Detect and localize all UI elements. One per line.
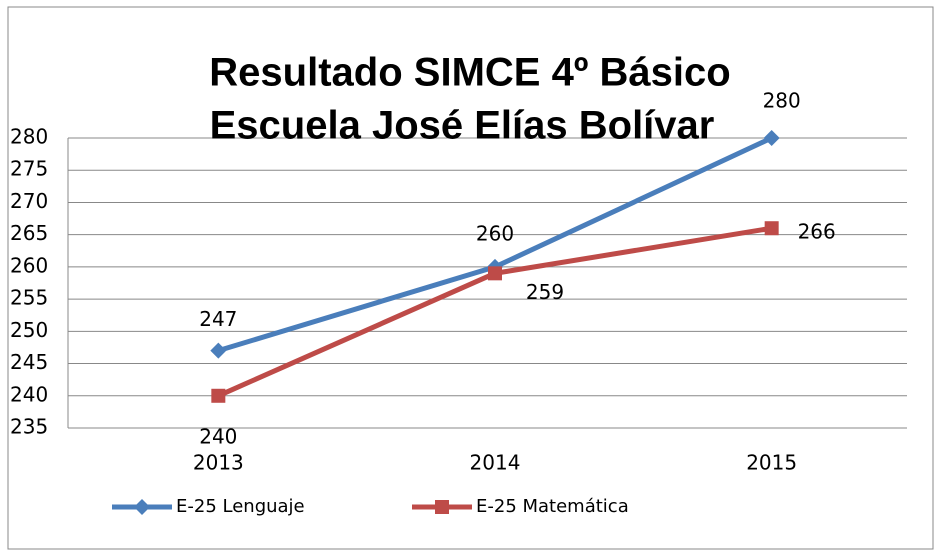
y-tick-label: 235 xyxy=(10,415,48,439)
y-tick-label: 265 xyxy=(10,221,48,245)
y-tick-label: 245 xyxy=(10,350,48,374)
marker xyxy=(211,388,226,403)
data-label: 260 xyxy=(476,221,514,245)
y-tick-label: 240 xyxy=(10,382,48,406)
chart-title: Escuela José Elías Bolívar xyxy=(210,104,715,148)
y-tick-label: 255 xyxy=(10,286,48,310)
legend-label: E-25 Matemática xyxy=(476,496,629,517)
marker xyxy=(488,266,502,281)
chart-title: Resultado SIMCE 4º Básico xyxy=(209,51,730,95)
x-tick-label: 2015 xyxy=(746,451,797,475)
legend-label: E-25 Lenguaje xyxy=(176,496,305,517)
y-tick-label: 280 xyxy=(10,125,48,149)
data-label: 266 xyxy=(798,220,836,244)
data-label: 259 xyxy=(526,280,564,304)
y-tick-label: 275 xyxy=(10,157,48,181)
x-tick-label: 2014 xyxy=(470,451,521,475)
marker xyxy=(134,499,150,515)
marker xyxy=(764,221,779,236)
marker xyxy=(763,130,780,146)
data-label: 280 xyxy=(763,89,801,113)
y-tick-label: 270 xyxy=(10,189,48,213)
x-tick-label: 2013 xyxy=(193,451,244,475)
y-tick-label: 260 xyxy=(10,253,48,277)
y-tick-label: 250 xyxy=(10,318,48,342)
marker xyxy=(435,500,449,514)
chart-frame xyxy=(7,6,934,550)
data-label: 240 xyxy=(199,424,237,448)
data-label: 247 xyxy=(199,307,237,331)
marker xyxy=(210,342,227,359)
